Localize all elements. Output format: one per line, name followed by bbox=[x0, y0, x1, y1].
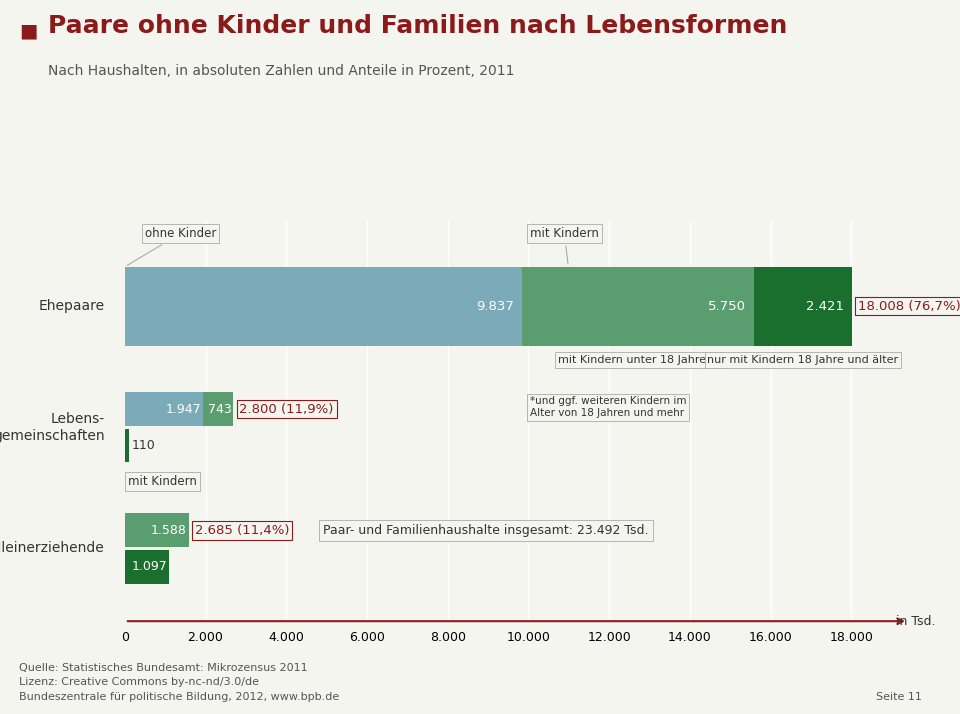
Bar bbox=[125, 392, 204, 426]
Text: 743: 743 bbox=[207, 403, 231, 416]
Bar bbox=[754, 267, 852, 346]
Text: ■: ■ bbox=[19, 21, 37, 41]
Bar bbox=[125, 513, 189, 547]
Text: 2.800 (11,9%): 2.800 (11,9%) bbox=[239, 403, 334, 416]
Text: 2.685 (11,4%): 2.685 (11,4%) bbox=[195, 524, 290, 537]
Text: Ehepaare: Ehepaare bbox=[38, 299, 105, 313]
Text: 1.947: 1.947 bbox=[166, 403, 202, 416]
Bar bbox=[125, 550, 169, 583]
Text: 18.008 (76,7%): 18.008 (76,7%) bbox=[858, 300, 960, 313]
Text: Quelle: Statistisches Bundesamt: Mikrozensus 2011: Quelle: Statistisches Bundesamt: Mikroze… bbox=[19, 663, 308, 673]
Bar bbox=[522, 267, 754, 346]
Text: *und ggf. weiteren Kindern im
Alter von 18 Jahren und mehr: *und ggf. weiteren Kindern im Alter von … bbox=[530, 396, 686, 418]
Text: Nach Haushalten, in absoluten Zahlen und Anteile in Prozent, 2011: Nach Haushalten, in absoluten Zahlen und… bbox=[48, 64, 515, 79]
Text: mit Kindern: mit Kindern bbox=[530, 227, 599, 264]
Text: 2.421: 2.421 bbox=[805, 300, 844, 313]
Text: 5.750: 5.750 bbox=[708, 300, 746, 313]
Bar bbox=[125, 428, 130, 463]
Text: mit Kindern: mit Kindern bbox=[128, 475, 197, 488]
Text: 110: 110 bbox=[132, 439, 155, 452]
Text: ohne Kinder: ohne Kinder bbox=[127, 227, 216, 266]
Text: Bundeszentrale für politische Bildung, 2012, www.bpb.de: Bundeszentrale für politische Bildung, 2… bbox=[19, 692, 340, 702]
Text: 9.837: 9.837 bbox=[476, 300, 514, 313]
Text: Lizenz: Creative Commons by-nc-nd/3.0/de: Lizenz: Creative Commons by-nc-nd/3.0/de bbox=[19, 678, 259, 688]
Text: Alleinerziehende: Alleinerziehende bbox=[0, 541, 105, 555]
Bar bbox=[204, 392, 233, 426]
Bar bbox=[125, 267, 522, 346]
Text: mit Kindern unter 18 Jahren*: mit Kindern unter 18 Jahren* bbox=[558, 356, 718, 366]
Text: Paare ohne Kinder und Familien nach Lebensformen: Paare ohne Kinder und Familien nach Lebe… bbox=[48, 14, 787, 39]
Text: 1.588: 1.588 bbox=[151, 524, 187, 537]
Text: Paar- und Familienhaushalte insgesamt: 23.492 Tsd.: Paar- und Familienhaushalte insgesamt: 2… bbox=[324, 524, 649, 537]
Text: in Tsd.: in Tsd. bbox=[896, 615, 935, 628]
Text: nur mit Kindern 18 Jahre und älter: nur mit Kindern 18 Jahre und älter bbox=[708, 356, 899, 366]
Text: Lebens-
gemeinschaften: Lebens- gemeinschaften bbox=[0, 412, 105, 443]
Text: 1.097: 1.097 bbox=[132, 560, 167, 573]
Text: Seite 11: Seite 11 bbox=[876, 692, 922, 702]
